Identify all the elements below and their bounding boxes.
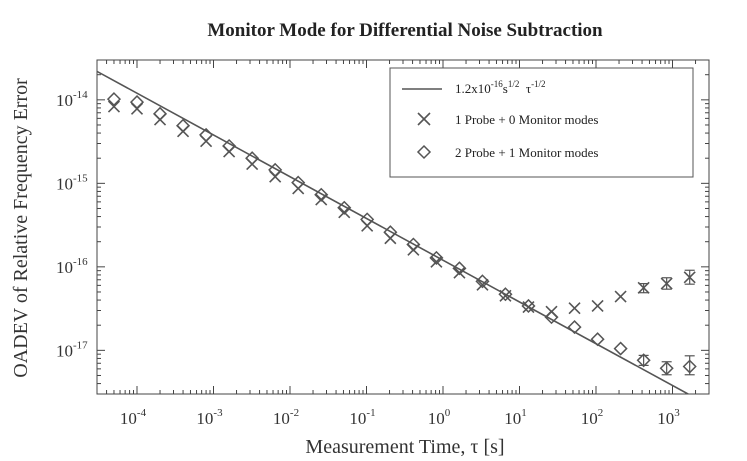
data-point-diamond xyxy=(452,261,467,276)
data-point-diamond xyxy=(475,274,490,289)
data-point-diamond xyxy=(429,250,444,265)
data-point-x-stroke2 xyxy=(430,255,443,268)
x-tick-label-exp: -2 xyxy=(290,407,299,419)
data-point-x-stroke2 xyxy=(683,271,696,284)
data-point-x-stroke2 xyxy=(338,206,351,219)
data-point-x-stroke2 xyxy=(453,266,466,279)
data-point-diamond xyxy=(636,353,651,368)
x-tick-label-exp: 3 xyxy=(674,407,680,419)
y-tick-label-exp: -15 xyxy=(73,172,88,184)
x-tick-label-base: 10 xyxy=(273,409,290,428)
data-point-x-stroke2 xyxy=(614,290,627,303)
data-point-diamond xyxy=(291,175,306,190)
data-point-diamond xyxy=(659,361,674,376)
x-axis-label: Measurement Time, τ [s] xyxy=(305,436,504,458)
y-tick-label: 10-17 xyxy=(56,339,88,360)
x-tick-label: 101 xyxy=(504,407,527,428)
legend: 1.2x10-16s1/2 τ-1/2 1 Probe + 0 Monitor … xyxy=(389,67,694,178)
data-point-diamond xyxy=(129,95,145,110)
data-point-diamond xyxy=(682,359,697,374)
legend-diamond-shape xyxy=(416,144,432,160)
data-point-diamond xyxy=(245,151,260,166)
y-tick-label: 10-15 xyxy=(56,172,88,193)
data-point-x-stroke2 xyxy=(476,278,489,291)
data-point-diamond xyxy=(337,200,352,215)
data-point-diamond xyxy=(383,225,398,240)
x-tick-label-base: 10 xyxy=(657,409,674,428)
data-point-x-stroke2 xyxy=(107,100,121,113)
data-point-diamond xyxy=(567,320,582,335)
x-tick-labels: 10-4 10-3 10-2 10-1 100 101 102 103 xyxy=(120,407,680,428)
data-point-diamond xyxy=(106,92,122,107)
x-tick-label: 103 xyxy=(657,407,680,428)
y-tick-label-exp: -16 xyxy=(73,256,88,268)
y-tick-label-base: 10 xyxy=(56,174,73,193)
x-tick-label-base: 10 xyxy=(349,409,366,428)
chart-title: Monitor Mode for Differential Noise Subt… xyxy=(207,20,603,41)
data-point-diamond xyxy=(175,118,191,133)
x-tick-label: 10-4 xyxy=(120,407,147,428)
data-point-diamond xyxy=(360,212,375,227)
data-point-diamond xyxy=(406,237,421,252)
legend-series-1-label: 1 Probe + 0 Monitor modes xyxy=(455,112,598,127)
data-point-x-stroke2 xyxy=(660,277,673,290)
y-tick-label-exp: -17 xyxy=(73,339,88,351)
axis-ticks xyxy=(96,59,710,395)
fit-line xyxy=(97,70,690,394)
legend-diamond-marker xyxy=(416,144,432,160)
x-tick-label: 100 xyxy=(428,407,451,428)
series-2-probe-1-monitor xyxy=(106,92,697,376)
x-tick-label-exp: -3 xyxy=(213,407,223,419)
data-point-diamond xyxy=(590,332,605,347)
x-tick-label: 10-1 xyxy=(349,407,375,428)
x-tick-label-base: 10 xyxy=(428,409,445,428)
x-tick-label-exp: 1 xyxy=(521,407,527,419)
x-tick-label-exp: 0 xyxy=(445,407,451,419)
legend-fit-label: 1.2x10-16s1/2 τ-1/2 xyxy=(455,79,546,96)
data-point-diamond xyxy=(521,298,536,314)
data-point-diamond xyxy=(314,187,329,202)
data-point-diamond xyxy=(199,127,214,142)
fit-line-path xyxy=(97,70,690,394)
y-tick-label-base: 10 xyxy=(56,341,73,360)
x-tick-label-base: 10 xyxy=(581,409,598,428)
x-tick-label: 102 xyxy=(581,407,604,428)
y-tick-label-exp: -14 xyxy=(73,89,88,101)
legend-x-marker-stroke-stroke2 xyxy=(417,112,431,126)
data-point-x-stroke2 xyxy=(591,299,604,313)
data-point-diamond xyxy=(544,310,559,325)
x-tick-label-base: 10 xyxy=(120,409,137,428)
y-axis-label: OADEV of Relative Frequency Error xyxy=(10,78,32,378)
data-point-diamond xyxy=(222,138,237,154)
data-point-x-stroke2 xyxy=(637,281,650,294)
data-point-x-stroke2 xyxy=(568,302,581,315)
data-point-diamond xyxy=(152,106,168,121)
x-tick-label: 10-2 xyxy=(273,407,299,428)
data-point-diamond xyxy=(498,287,513,302)
y-tick-label-base: 10 xyxy=(56,91,73,110)
legend-x-marker xyxy=(417,112,431,126)
x-tick-label-exp: -4 xyxy=(137,407,147,419)
legend-box xyxy=(389,67,694,178)
legend-series-2-label: 2 Probe + 1 Monitor modes xyxy=(455,145,598,160)
y-tick-label: 10-16 xyxy=(56,256,88,277)
data-point-diamond xyxy=(268,162,283,177)
data-point-x-stroke2 xyxy=(315,193,328,206)
x-tick-label-exp: -1 xyxy=(366,407,375,419)
x-tick-label: 10-3 xyxy=(196,407,223,428)
data-point-diamond xyxy=(613,341,628,356)
x-tick-label-exp: 2 xyxy=(598,407,604,419)
x-tick-label-base: 10 xyxy=(504,409,521,428)
y-tick-label: 10-14 xyxy=(56,89,88,110)
x-tick-label-base: 10 xyxy=(196,409,213,428)
y-tick-label-base: 10 xyxy=(56,258,73,277)
